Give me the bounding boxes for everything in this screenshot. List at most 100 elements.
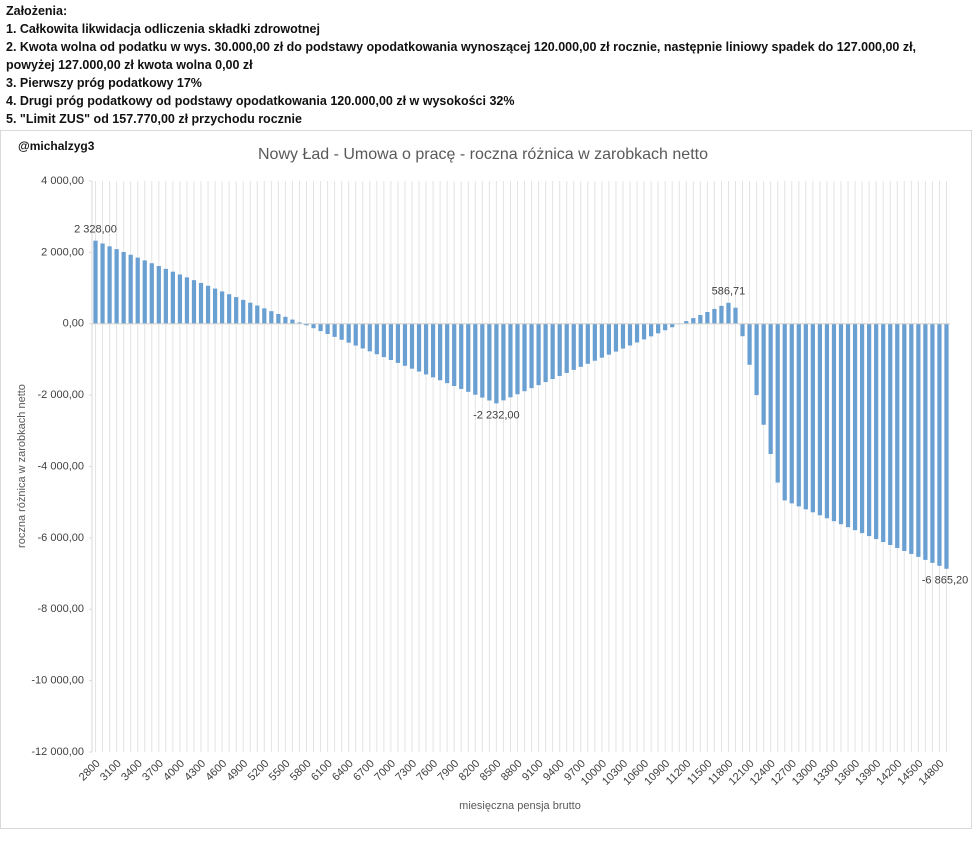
bar bbox=[937, 323, 942, 566]
bar bbox=[149, 263, 154, 324]
x-tick-label: 2800 bbox=[77, 758, 103, 784]
bar bbox=[670, 323, 675, 328]
x-tick-label: 5500 bbox=[267, 758, 293, 784]
bar bbox=[459, 323, 464, 389]
x-tick-label: 5200 bbox=[246, 758, 272, 784]
bar bbox=[810, 323, 815, 513]
bar bbox=[782, 323, 787, 501]
bar bbox=[438, 323, 443, 381]
bar bbox=[916, 323, 921, 557]
assumption: 5. "Limit ZUS" od 157.770,00 zł przychod… bbox=[6, 112, 302, 126]
bar bbox=[592, 323, 597, 361]
y-tick-label: 2 000,00 bbox=[41, 246, 84, 258]
bar bbox=[508, 323, 513, 398]
assumption: 4. Drugi próg podatkowy od podstawy opod… bbox=[6, 94, 515, 108]
bar bbox=[346, 323, 351, 343]
x-tick-label: 7900 bbox=[436, 758, 462, 784]
bar bbox=[311, 323, 316, 329]
x-tick-label: 6400 bbox=[330, 758, 356, 784]
x-tick-label: 9400 bbox=[541, 758, 567, 784]
bar bbox=[747, 323, 752, 365]
bar bbox=[817, 323, 823, 516]
y-tick-label: -2 000,00 bbox=[38, 389, 84, 401]
bar bbox=[466, 323, 471, 392]
value-label: -2 232,00 bbox=[473, 409, 519, 421]
bar bbox=[325, 323, 330, 334]
bar bbox=[114, 249, 119, 324]
bar bbox=[824, 323, 830, 519]
bar bbox=[634, 323, 640, 343]
x-tick-label: 7300 bbox=[393, 758, 419, 784]
bar bbox=[430, 323, 436, 378]
bar bbox=[353, 323, 358, 346]
bar bbox=[740, 323, 745, 337]
bar bbox=[269, 311, 274, 324]
bar bbox=[698, 315, 703, 324]
value-label: -6 865,20 bbox=[922, 575, 968, 587]
bar bbox=[578, 323, 583, 367]
bar bbox=[571, 323, 576, 370]
bar bbox=[557, 323, 562, 376]
bar bbox=[388, 323, 394, 361]
bar bbox=[445, 323, 450, 384]
bar bbox=[620, 323, 626, 349]
y-tick-label: -12 000,00 bbox=[31, 746, 84, 758]
x-tick-label: 4000 bbox=[161, 758, 187, 784]
bar bbox=[613, 323, 619, 352]
bar bbox=[367, 323, 372, 352]
bar bbox=[909, 323, 914, 554]
bar bbox=[648, 323, 654, 337]
y-tick-label: -8 000,00 bbox=[38, 603, 84, 615]
bar bbox=[409, 323, 415, 369]
bar bbox=[684, 321, 689, 324]
x-tick-label: 3100 bbox=[98, 758, 124, 784]
annotation: @michalzyg3 bbox=[18, 139, 95, 153]
chart-title: Nowy Ład - Umowa o pracę - roczna różnic… bbox=[258, 146, 708, 163]
bar bbox=[543, 323, 548, 383]
bar bbox=[494, 323, 499, 404]
bar bbox=[775, 323, 780, 483]
bar bbox=[712, 308, 717, 324]
x-axis-label: miesięczna pensja brutto bbox=[459, 800, 581, 812]
x-tick-label: 6700 bbox=[351, 758, 377, 784]
bar bbox=[831, 323, 837, 522]
x-tick-label: 4900 bbox=[225, 758, 251, 784]
bar bbox=[803, 323, 808, 510]
bar bbox=[838, 323, 844, 525]
bar bbox=[128, 254, 133, 324]
chart-frame bbox=[0, 130, 972, 829]
x-tick-label: 7600 bbox=[414, 758, 440, 784]
bar bbox=[867, 323, 872, 537]
bar bbox=[332, 323, 337, 337]
bar bbox=[874, 323, 879, 540]
y-axis-label: roczna różnica w zarobkach netto bbox=[16, 384, 28, 548]
bar bbox=[726, 302, 731, 324]
bar bbox=[205, 285, 211, 324]
bar bbox=[304, 323, 309, 326]
bar bbox=[881, 323, 886, 543]
bar bbox=[318, 323, 323, 332]
bar bbox=[255, 305, 260, 324]
bar bbox=[487, 323, 492, 401]
bar bbox=[170, 271, 175, 324]
bar bbox=[227, 294, 232, 324]
x-tick-label: 9100 bbox=[520, 758, 546, 784]
bar bbox=[761, 323, 766, 425]
x-tick-label: 3700 bbox=[140, 758, 166, 784]
bar bbox=[452, 323, 457, 387]
bar bbox=[262, 308, 267, 324]
bar bbox=[93, 240, 98, 324]
bar bbox=[719, 305, 724, 324]
bar bbox=[163, 268, 168, 324]
bar bbox=[248, 302, 253, 324]
bar bbox=[395, 323, 401, 363]
x-tick-label: 8800 bbox=[499, 758, 525, 784]
y-tick-label: -4 000,00 bbox=[38, 460, 84, 472]
bar bbox=[663, 323, 668, 331]
value-label: 586,71 bbox=[712, 286, 746, 298]
bar bbox=[641, 323, 647, 340]
bar bbox=[754, 323, 759, 396]
bar bbox=[473, 323, 478, 395]
bar bbox=[536, 323, 541, 386]
